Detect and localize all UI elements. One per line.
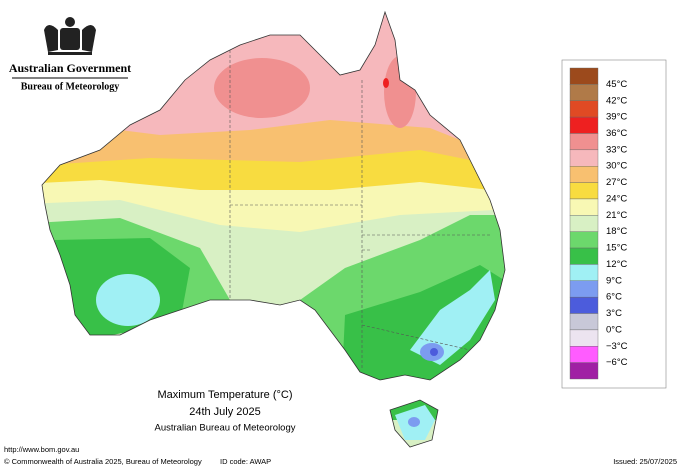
- legend-swatch: [569, 215, 599, 232]
- legend-label: −6°C: [606, 357, 628, 368]
- legend-label: 9°C: [606, 275, 622, 286]
- legend-swatch: [569, 84, 599, 101]
- legend-label: 0°C: [606, 324, 622, 335]
- legend-swatch: [569, 280, 599, 298]
- legend-label: 45°C: [606, 79, 627, 90]
- legend-label: 3°C: [606, 308, 622, 319]
- legend-label: 21°C: [606, 210, 627, 221]
- legend-swatch: [569, 313, 599, 331]
- legend-swatch: [569, 67, 599, 85]
- legend: 45°C 42°C 39°C 36°C 33°C 30°C 27°C 24°C 21°C 18°C…: [561, 59, 667, 389]
- legend-label: 15°C: [606, 243, 627, 254]
- legend-label: 27°C: [606, 177, 627, 188]
- footer-id-code: ID code: AWAP: [220, 457, 271, 466]
- footer-url: http://www.bom.gov.au: [4, 445, 79, 454]
- legend-swatch: [569, 362, 599, 380]
- legend-swatch: [569, 198, 599, 216]
- state-borders: [229, 50, 490, 370]
- legend-swatch: [569, 166, 599, 183]
- footer-copyright: © Commonwealth of Australia 2025, Bureau…: [4, 457, 202, 466]
- legend-label: 24°C: [606, 193, 627, 204]
- map-title: Maximum Temperature (°C): [157, 389, 292, 401]
- legend-label: 18°C: [606, 226, 627, 237]
- government-name: Australian Government: [9, 61, 131, 75]
- map-source: Australian Bureau of Meteorology: [155, 423, 296, 434]
- legend-label: 33°C: [606, 144, 627, 155]
- legend-label: 12°C: [606, 259, 627, 270]
- coat-of-arms: [44, 17, 96, 55]
- legend-swatch: [569, 296, 599, 314]
- legend-label: 36°C: [606, 128, 627, 139]
- legend-swatch: [569, 149, 599, 167]
- legend-swatch: [569, 100, 599, 118]
- legend-swatch: [569, 247, 599, 265]
- legend-label: −3°C: [606, 341, 628, 352]
- legend-swatch: [569, 133, 599, 151]
- legend-label: 6°C: [606, 292, 622, 303]
- legend-label: 30°C: [606, 161, 627, 172]
- map-date: 24th July 2025: [189, 406, 261, 418]
- legend-swatch: [569, 329, 599, 347]
- legend-swatch: [569, 116, 599, 134]
- legend-label: 39°C: [606, 112, 627, 123]
- footer-issued: Issued: 25/07/2025: [613, 457, 677, 466]
- legend-swatch: [569, 182, 599, 200]
- coastline: [41, 10, 506, 448]
- bureau-name: Bureau of Meteorology: [21, 81, 120, 92]
- legend-swatch: [569, 264, 599, 281]
- legend-label: 42°C: [606, 95, 627, 106]
- legend-swatch: [569, 346, 599, 363]
- legend-swatch: [569, 231, 599, 249]
